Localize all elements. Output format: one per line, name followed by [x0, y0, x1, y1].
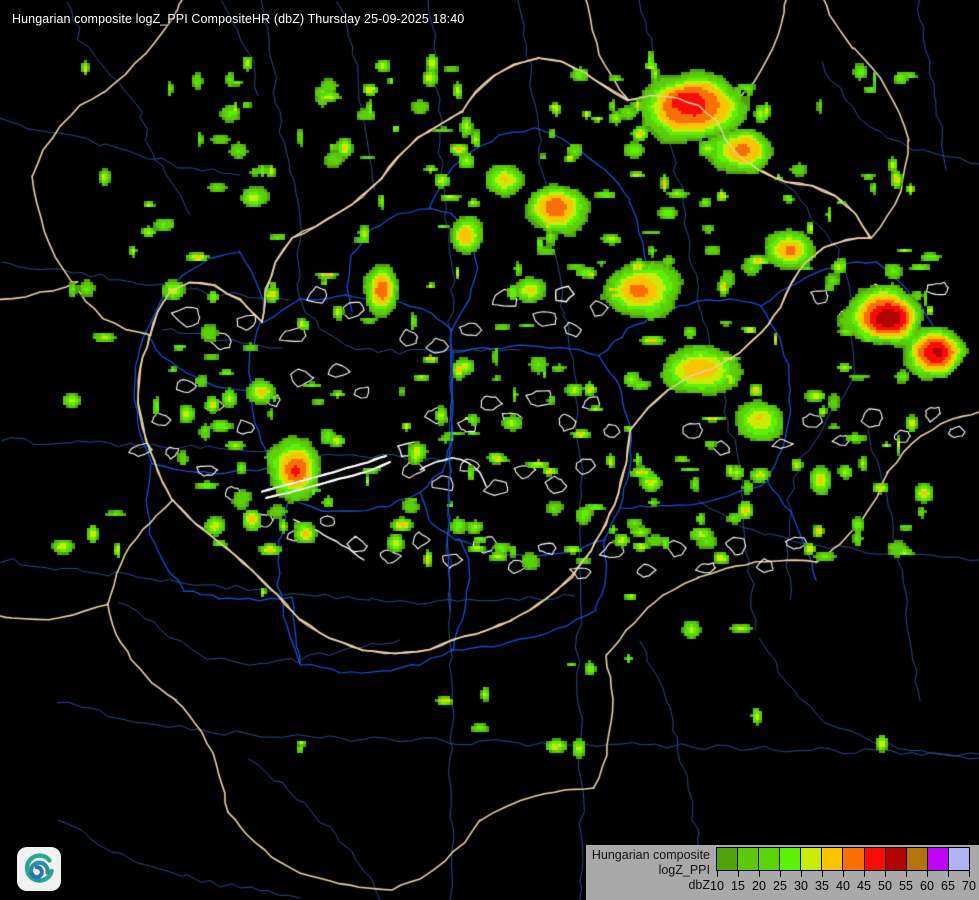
legend-tick [822, 871, 823, 877]
legend-swatch-50-55 [885, 848, 907, 870]
legend-tick-label-55: 55 [899, 879, 913, 893]
legend-tick-label-25: 25 [773, 879, 787, 893]
legend-tick [801, 871, 802, 877]
legend-tick-label-20: 20 [752, 879, 766, 893]
legend-tick [885, 871, 886, 877]
legend-swatch-15-20 [738, 848, 760, 870]
legend-caption: Hungarian composite logZ_PPI dbZ [586, 845, 710, 893]
legend-swatch-10-15 [717, 848, 739, 870]
legend-tick-label-35: 35 [815, 879, 829, 893]
legend-swatch-30-35 [801, 848, 823, 870]
legend-tick-marks [716, 871, 970, 879]
legend-swatch-65-70 [948, 848, 969, 870]
legend-swatch-45-50 [864, 848, 886, 870]
legend-swatch-25-30 [780, 848, 802, 870]
legend-tick-label-30: 30 [794, 879, 808, 893]
legend-swatch-20-25 [759, 848, 781, 870]
legend-colorbar[interactable]: 10 15 20 25 30 35 40 45 50 55 60 65 70 [710, 845, 976, 895]
legend-swatch-35-40 [822, 848, 844, 870]
legend-tick [780, 871, 781, 877]
legend-tick [969, 871, 970, 877]
legend-caption-line-2: logZ_PPI [658, 863, 710, 877]
legend-panel: Hungarian composite logZ_PPI dbZ 10 15 20 2… [586, 845, 979, 900]
legend-color-swatches [716, 847, 970, 871]
legend-tick [843, 871, 844, 877]
legend-tick-label-45: 45 [857, 879, 871, 893]
legend-tick-label-70: 70 [962, 879, 976, 893]
legend-tick [717, 871, 718, 877]
product-title: Hungarian composite logZ_PPI CompositeHR… [12, 12, 465, 26]
legend-tick-label-60: 60 [920, 879, 934, 893]
spiral-icon [17, 847, 61, 891]
omsz-spiral-logo[interactable] [16, 846, 62, 892]
legend-tick [906, 871, 907, 877]
legend-tick-label-50: 50 [878, 879, 892, 893]
legend-tick-label-65: 65 [941, 879, 955, 893]
legend-swatch-40-45 [843, 848, 865, 870]
legend-tick-label-15: 15 [731, 879, 745, 893]
legend-swatch-55-60 [906, 848, 928, 870]
legend-tick-labels: 10 15 20 25 30 35 40 45 50 55 60 65 70 [710, 879, 976, 895]
legend-tick [927, 871, 928, 877]
legend-tick-label-40: 40 [836, 879, 850, 893]
legend-caption-line-1: Hungarian composite [591, 848, 710, 862]
legend-swatch-60-65 [927, 848, 949, 870]
legend-tick [948, 871, 949, 877]
legend-tick [759, 871, 760, 877]
legend-tick [864, 871, 865, 877]
legend-tick-label-10: 10 [710, 879, 724, 893]
legend-caption-line-3: dbZ [688, 878, 710, 892]
legend-tick [738, 871, 739, 877]
